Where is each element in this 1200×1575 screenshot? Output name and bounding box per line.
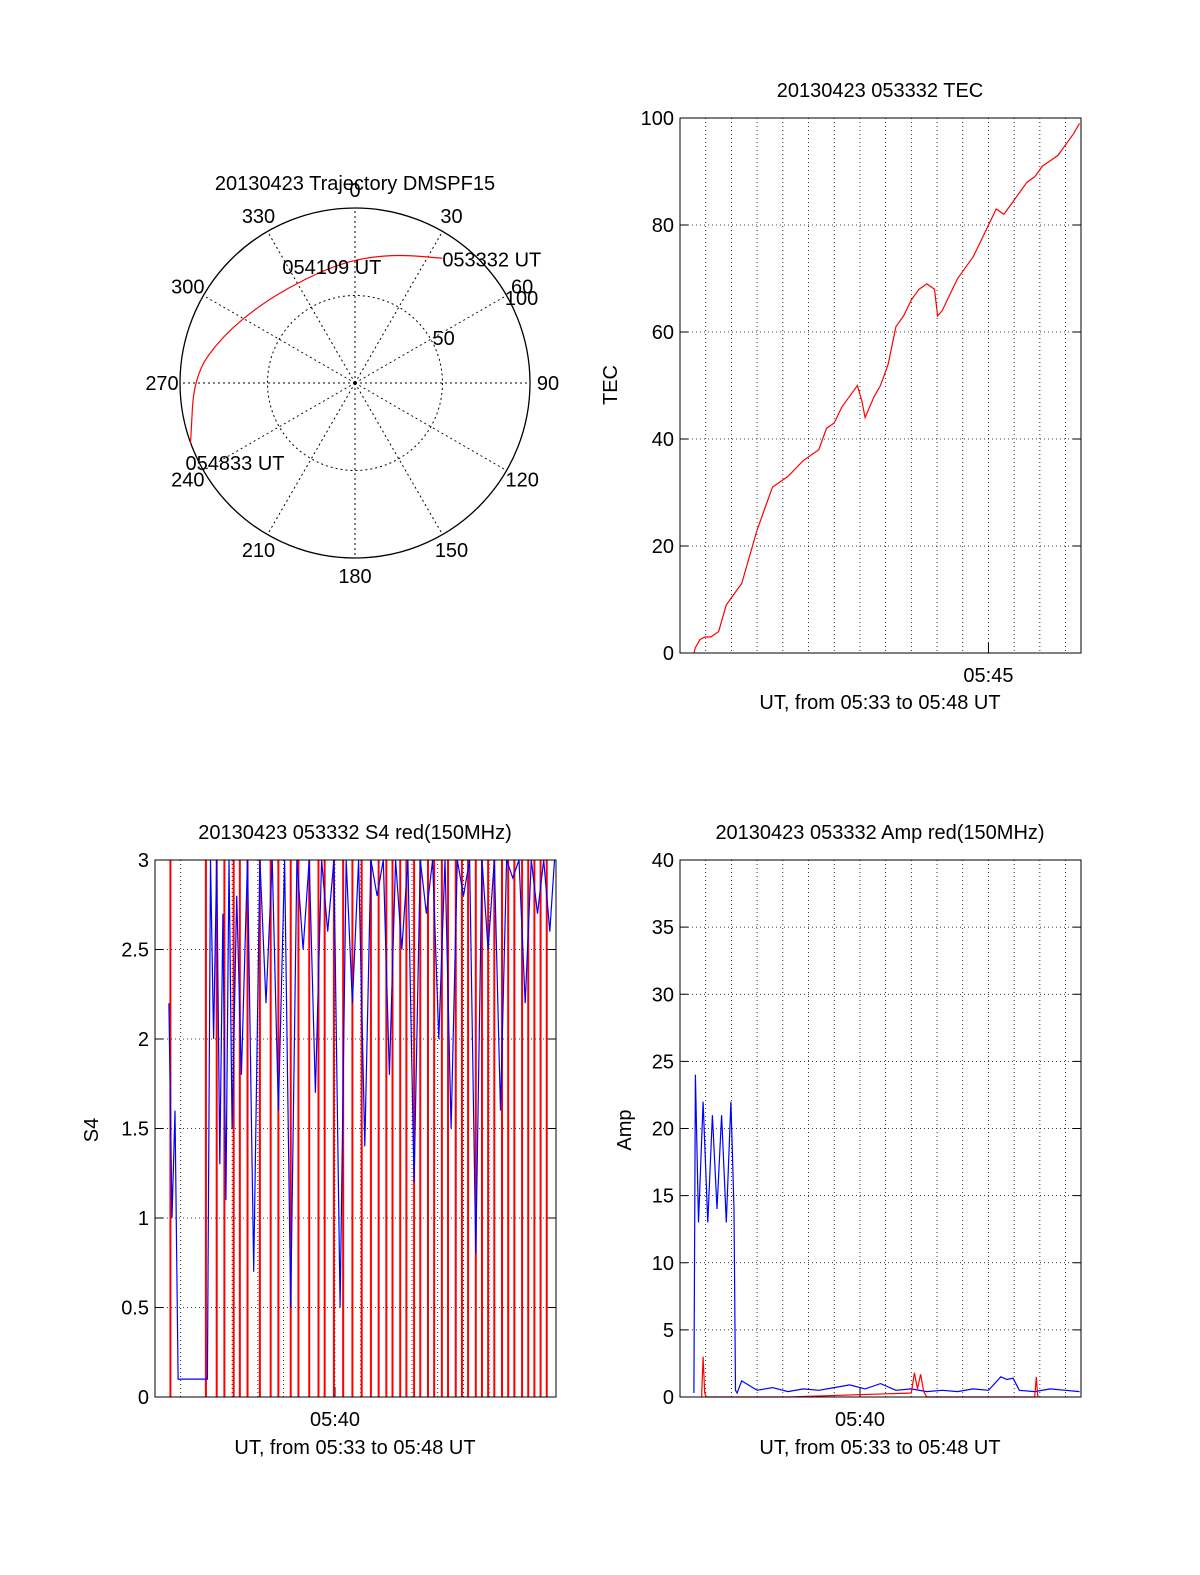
trajectory-azimuth-label: 120 <box>505 470 538 492</box>
amp-ylabel: Amp <box>614 1109 636 1150</box>
tec-x-ticks: 05:45 <box>963 643 1013 687</box>
s4-y-tick-label: 2.5 <box>121 940 149 962</box>
amp-y-tick-label: 10 <box>652 1253 674 1275</box>
amp-y-tick-label: 15 <box>652 1186 674 1208</box>
amp-y-tick-label: 20 <box>652 1119 674 1141</box>
trajectory-outer-circle <box>179 207 531 559</box>
tec-red-line <box>693 123 1081 654</box>
tec-y-tick-label: 60 <box>652 322 674 344</box>
amp-y-ticks: 0 5 10 15 20 25 30 35 40 <box>652 850 1081 1409</box>
trajectory-azimuth-label: 60 <box>511 277 533 299</box>
amp-series <box>693 1074 1080 1398</box>
amp-x-tick-label: 05:40 <box>835 1409 885 1431</box>
tec-y-tick-label: 80 <box>652 215 674 237</box>
tec-y-tick-label: 0 <box>663 643 674 665</box>
amp-x-ticks: 05:40 <box>835 1387 885 1431</box>
s4-panel: 20130423 053332 S4 red(150MHz) 0 0.5 1 1.5 2… <box>81 822 557 1459</box>
trajectory-spoke <box>354 231 443 384</box>
trajectory-radial-label: 50 <box>433 328 455 350</box>
trajectory-spoke <box>203 382 356 471</box>
tec-y-tick-label: 100 <box>641 108 674 130</box>
s4-x-ticks: 05:40 <box>310 1387 360 1431</box>
amp-frame <box>679 859 1082 1398</box>
amp-y-tick-label: 30 <box>652 984 674 1006</box>
tec-y-tick-label: 20 <box>652 536 674 558</box>
amp-title: 20130423 053332 Amp red(150MHz) <box>715 822 1044 844</box>
trajectory-azimuth-label: 90 <box>537 373 559 395</box>
trajectory-spoke <box>354 382 443 535</box>
trajectory-azimuth-label: 300 <box>171 277 204 299</box>
trajectory-azimuth-labels: 0 30 60 90 120 150 180 210 240 270 300 330 <box>145 180 559 588</box>
s4-y-tick-label: 3 <box>138 850 149 872</box>
amp-y-tick-label: 35 <box>652 917 674 939</box>
s4-series <box>168 859 556 1397</box>
s4-x-tick-label: 05:40 <box>310 1409 360 1431</box>
tec-frame <box>679 117 1082 654</box>
trajectory-azimuth-label: 30 <box>440 206 462 228</box>
trajectory-radial-labels: 50 100 <box>433 288 539 350</box>
amp-y-tick-label: 40 <box>652 850 674 872</box>
amp-y-tick-label: 25 <box>652 1051 674 1073</box>
s4-y-tick-label: 0.5 <box>121 1298 149 1320</box>
tec-y-ticks: 0 20 40 60 80 100 <box>641 108 1081 665</box>
amp-y-tick-label: 0 <box>663 1387 674 1409</box>
trajectory-spoke <box>267 382 356 535</box>
s4-ylabel: S4 <box>81 1118 103 1142</box>
amp-grid <box>680 860 1081 1397</box>
amp-blue-line <box>693 1074 1080 1395</box>
s4-title: 20130423 053332 S4 red(150MHz) <box>198 822 512 844</box>
tec-title: 20130423 053332 TEC <box>777 80 983 102</box>
trajectory-spoke <box>267 231 356 384</box>
s4-y-tick-label: 1.5 <box>121 1119 149 1141</box>
trajectory-spoke <box>203 295 356 384</box>
trajectory-spoke <box>354 295 507 384</box>
trajectory-azimuth-label: 210 <box>242 540 275 562</box>
amp-panel: 20130423 053332 Amp red(150MHz) 0 5 10 15 20… <box>614 822 1082 1459</box>
tec-x-tick-label: 05:45 <box>963 665 1013 687</box>
trajectory-annotation: 053332 UT <box>442 249 541 271</box>
trajectory-azimuth-label: 330 <box>242 206 275 228</box>
trajectory-annotations: 053332 UT 054109 UT 054833 UT <box>186 249 542 475</box>
tec-ylabel: TEC <box>600 365 622 405</box>
trajectory-azimuth-label: 240 <box>171 470 204 492</box>
trajectory-azimuth-label: 0 <box>349 180 360 202</box>
amp-y-tick-label: 5 <box>663 1320 674 1342</box>
trajectory-azimuth-label: 180 <box>338 566 371 588</box>
trajectory-radial-label: 100 <box>505 288 538 310</box>
trajectory-title: 20130423 Trajectory DMSPF15 <box>215 173 495 195</box>
tec-panel: 20130423 053332 TEC 0 20 40 60 80 100 05:45 T… <box>600 80 1082 714</box>
trajectory-annotation: 054109 UT <box>282 257 381 279</box>
tec-grid <box>680 118 1081 653</box>
trajectory-panel: 20130423 Trajectory DMSPF15 0 30 60 90 120 15… <box>145 173 559 588</box>
trajectory-path <box>189 254 443 443</box>
amp-xlabel: UT, from 05:33 to 05:48 UT <box>759 1437 1000 1459</box>
trajectory-radial-ring <box>267 295 443 471</box>
tec-series <box>693 123 1081 654</box>
tec-xlabel: UT, from 05:33 to 05:48 UT <box>759 692 1000 714</box>
trajectory-annotation: 054833 UT <box>186 453 285 475</box>
s4-y-ticks: 0 0.5 1 1.5 2 2.5 3 <box>121 850 556 1409</box>
trajectory-azimuth-label: 150 <box>435 540 468 562</box>
trajectory-spoke <box>354 382 507 471</box>
amp-red-line <box>701 1356 1039 1398</box>
s4-blue-line <box>168 859 556 1380</box>
s4-frame <box>154 859 557 1398</box>
tec-y-tick-label: 40 <box>652 429 674 451</box>
s4-y-tick-label: 2 <box>138 1029 149 1051</box>
s4-xlabel: UT, from 05:33 to 05:48 UT <box>234 1437 475 1459</box>
s4-y-tick-label: 1 <box>138 1208 149 1230</box>
s4-y-tick-label: 0 <box>138 1387 149 1409</box>
trajectory-azimuth-label: 270 <box>145 373 178 395</box>
